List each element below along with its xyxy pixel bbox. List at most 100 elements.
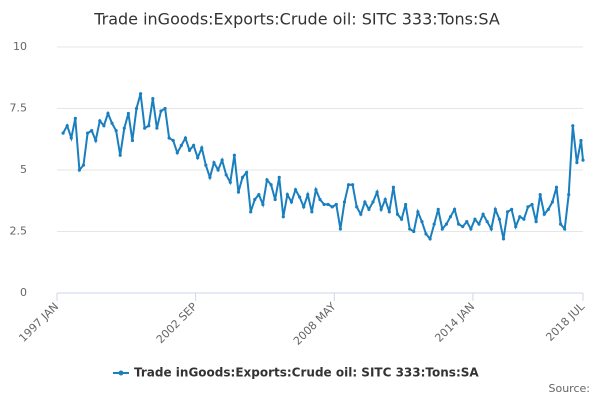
point [159, 109, 163, 113]
point [338, 227, 342, 231]
point [424, 232, 428, 236]
point [249, 210, 253, 214]
y-tick-label: 2.5 [10, 225, 28, 238]
point [208, 175, 212, 179]
point [457, 222, 461, 226]
point [367, 207, 371, 211]
point [526, 205, 530, 209]
point [90, 129, 94, 133]
x-tick-label: 2002 SEP [154, 300, 200, 346]
y-tick-label: 0 [20, 286, 27, 299]
point [257, 193, 261, 197]
y-tick-label: 7.5 [10, 102, 28, 115]
point [77, 168, 82, 172]
point [302, 205, 306, 209]
point [567, 193, 571, 197]
point [546, 207, 550, 211]
point [444, 222, 449, 226]
point [151, 97, 155, 101]
point [412, 229, 416, 234]
point [440, 227, 444, 231]
point [81, 163, 86, 167]
point [118, 153, 122, 157]
point [399, 217, 404, 221]
point [224, 173, 228, 177]
point [579, 138, 583, 143]
point [187, 148, 192, 152]
point [85, 131, 90, 135]
point [404, 202, 408, 207]
point [432, 222, 436, 226]
y-tick-label: 10 [13, 40, 27, 53]
point [277, 175, 281, 179]
point [167, 136, 171, 140]
point [550, 200, 555, 204]
point [245, 170, 249, 175]
point [465, 220, 469, 224]
point [102, 124, 106, 128]
point [265, 178, 269, 182]
point [346, 183, 351, 187]
point [191, 143, 196, 147]
point [110, 121, 114, 125]
point [106, 111, 110, 116]
point [408, 227, 412, 231]
point [306, 193, 310, 197]
point [298, 195, 302, 199]
point [391, 185, 395, 189]
point [485, 220, 489, 224]
point [216, 168, 220, 172]
point [383, 197, 387, 202]
x-tick-label: 2014 JAN [432, 300, 477, 345]
point [126, 111, 130, 116]
point [310, 210, 314, 214]
point [322, 202, 326, 207]
point [122, 126, 126, 130]
point [179, 143, 183, 147]
point [563, 227, 567, 231]
point [232, 153, 236, 157]
point [281, 215, 285, 219]
point [204, 163, 208, 167]
point [542, 212, 546, 216]
point [94, 138, 98, 143]
point [571, 124, 575, 128]
point [469, 227, 473, 231]
point [73, 116, 77, 120]
point [143, 126, 147, 130]
point [114, 129, 118, 133]
point [436, 207, 440, 211]
point [522, 217, 526, 221]
point [375, 190, 379, 194]
series-line [62, 93, 584, 242]
point [138, 92, 143, 96]
point [554, 185, 559, 189]
point [371, 200, 375, 204]
point [326, 202, 330, 207]
point [334, 202, 338, 207]
point [285, 193, 289, 197]
point [98, 119, 102, 123]
x-tick-label: 2008 MAY [291, 300, 339, 348]
point [69, 136, 73, 140]
point [228, 180, 232, 184]
point [261, 202, 265, 207]
point [581, 158, 585, 162]
point [147, 124, 151, 128]
point [289, 200, 294, 204]
point [452, 207, 457, 211]
point [359, 212, 363, 216]
point [493, 207, 497, 211]
point [420, 220, 424, 224]
source: Source: [549, 382, 591, 395]
point [501, 237, 506, 241]
point [530, 202, 534, 207]
point [212, 161, 216, 165]
point [416, 210, 420, 214]
point [175, 151, 179, 155]
point [200, 146, 204, 150]
point [236, 190, 241, 194]
point [293, 188, 298, 192]
point [130, 138, 135, 143]
point [461, 224, 465, 229]
